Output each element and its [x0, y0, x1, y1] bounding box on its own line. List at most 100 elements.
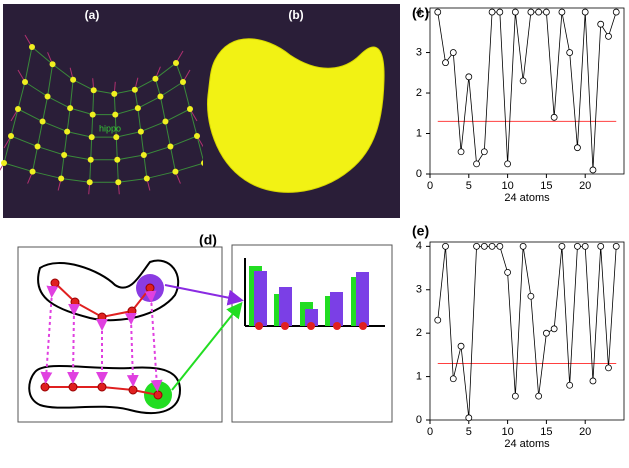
data-point [488, 242, 496, 250]
data-point [550, 325, 558, 333]
data-point [457, 148, 465, 156]
mesh-node [22, 79, 28, 85]
mesh-edge [175, 162, 205, 173]
x-tick-label: 20 [579, 180, 591, 192]
mesh-edge [155, 62, 177, 80]
mesh-node [44, 93, 51, 100]
data-point [574, 144, 581, 152]
mesh-edge [170, 135, 198, 148]
data-point [504, 160, 512, 168]
mesh-node [89, 111, 96, 118]
mesh-edge [154, 78, 161, 97]
mesh-edge [31, 46, 53, 65]
mesh-edge [134, 78, 156, 91]
mesh-edge [89, 159, 92, 183]
data-point [442, 242, 449, 250]
mesh [0, 34, 212, 195]
mesh-node [180, 79, 186, 85]
mesh-edge [47, 64, 54, 97]
frame [17, 246, 223, 423]
data-point [504, 268, 512, 276]
mesh-node [167, 143, 174, 150]
mesh-node [152, 75, 159, 82]
x-tick-label: 15 [540, 180, 552, 192]
mesh-edge [66, 108, 71, 132]
mesh-edge [92, 90, 95, 115]
panel-label: (d) [199, 232, 217, 248]
x-axis-label: 24 atoms [504, 192, 550, 204]
data-point [480, 148, 488, 156]
data-point [543, 8, 550, 16]
mesh-edge [42, 96, 49, 122]
mesh-edge [115, 107, 138, 116]
arrow [164, 284, 244, 306]
mesh-node [67, 105, 74, 112]
x-tick-label: 10 [501, 426, 513, 438]
data-point [566, 381, 574, 389]
data-point [519, 77, 527, 85]
x-tick-label: 20 [579, 426, 591, 438]
y-tick-label: 3 [416, 284, 422, 296]
mesh-edge [114, 89, 135, 95]
data-point [550, 113, 558, 121]
mesh-node [29, 168, 36, 175]
mesh-edge [10, 135, 38, 148]
mesh-node [114, 156, 121, 163]
mesh-edge [116, 159, 119, 183]
y-tick-label: 4 [416, 6, 422, 18]
mesh-node [1, 160, 7, 166]
mesh-edge [60, 154, 65, 179]
data-point [581, 242, 589, 250]
mesh-node [64, 128, 71, 135]
data-point [496, 242, 504, 250]
mesh-node [111, 90, 118, 97]
mesh-edge [32, 146, 39, 172]
mesh-edge [137, 96, 161, 109]
mesh-edge [72, 79, 94, 91]
mesh-edge [117, 154, 144, 161]
mesh-node [157, 93, 164, 100]
chart-title: (e) [412, 223, 429, 239]
data-point [473, 242, 480, 250]
panel-label: (a) [85, 8, 100, 22]
mesh-edge [143, 146, 171, 156]
mesh-node [87, 156, 94, 163]
data-point [558, 242, 566, 250]
data-point [581, 8, 589, 16]
mesh-edge [189, 108, 198, 137]
mesh-node [113, 134, 120, 141]
mesh-edge [37, 121, 44, 147]
chart-title: (c) [412, 5, 429, 21]
mesh-edge [196, 135, 205, 164]
mesh-edge [17, 108, 43, 122]
data-point [535, 392, 543, 400]
mesh-edge [114, 114, 117, 138]
mesh-node [49, 61, 56, 68]
mesh-node [140, 152, 147, 159]
data-point [535, 8, 543, 16]
data-point [434, 316, 442, 324]
mesh-edge [52, 63, 74, 81]
mesh-edge [24, 46, 33, 83]
x-axis-label: 24 atoms [504, 438, 550, 450]
data-point [511, 392, 519, 400]
x-tick-label: 5 [466, 180, 472, 192]
series-line [437, 11, 617, 170]
mesh-node [173, 60, 179, 66]
data-point [527, 292, 535, 300]
data-point [449, 375, 457, 383]
x-tick-label: 15 [540, 426, 552, 438]
mesh-edge [32, 171, 62, 179]
y-tick-label: 1 [416, 127, 422, 139]
mesh-edge [63, 131, 68, 156]
panel-a-background [3, 4, 203, 218]
mesh-edge [182, 81, 191, 110]
mesh-edge [118, 177, 147, 183]
mesh-edge [47, 96, 71, 109]
mesh-node [58, 175, 65, 182]
mesh-edge [169, 146, 176, 172]
mesh-edge [160, 81, 184, 97]
data-point [574, 242, 581, 250]
